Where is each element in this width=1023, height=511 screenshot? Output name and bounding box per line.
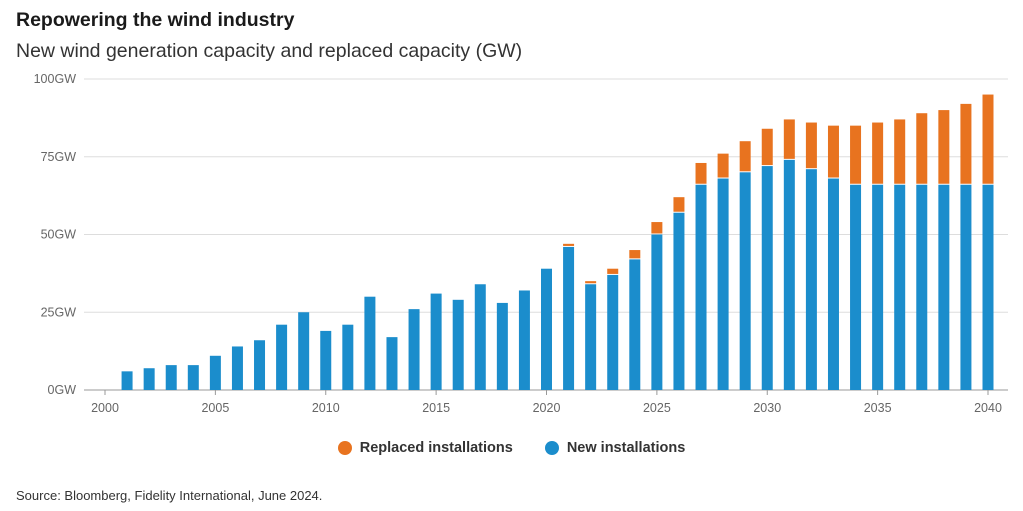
bar-new-installations — [342, 324, 354, 390]
bar-new-installations — [695, 184, 707, 390]
legend-item-new: New installations — [544, 440, 686, 456]
bar-new-installations — [298, 312, 310, 390]
bar-new-installations — [827, 178, 839, 390]
bar-replaced-installations — [938, 110, 950, 184]
x-tick-label: 2005 — [201, 401, 229, 415]
x-tick-label: 2010 — [312, 401, 340, 415]
bar-new-installations — [386, 337, 398, 390]
bar-new-installations — [629, 259, 641, 390]
bar-new-installations — [320, 330, 332, 390]
bar-replaced-installations — [651, 222, 663, 234]
bar-new-installations — [187, 365, 199, 390]
bar-new-installations — [783, 159, 795, 390]
bar-replaced-installations — [695, 162, 707, 184]
bar-replaced-installations — [607, 268, 619, 274]
bar-replaced-installations — [761, 128, 773, 166]
bar-new-installations — [563, 246, 575, 390]
legend-swatch-new — [544, 441, 559, 455]
bar-new-installations — [518, 290, 530, 390]
bar-replaced-installations — [585, 281, 597, 284]
chart-subtitle: New wind generation capacity and replace… — [16, 40, 523, 62]
x-tick-label: 2020 — [533, 401, 561, 415]
x-tick-label: 2030 — [753, 401, 781, 415]
bar-new-installations — [209, 355, 221, 390]
legend-item-replaced: Replaced installations — [337, 440, 513, 456]
source-note: Source: Bloomberg, Fidelity Internationa… — [16, 488, 323, 503]
bar-new-installations — [872, 184, 884, 390]
bar-new-installations — [982, 184, 994, 390]
bar-replaced-installations — [629, 250, 641, 259]
x-tick-label: 2015 — [422, 401, 450, 415]
bar-new-installations — [673, 212, 685, 390]
bar-new-installations — [717, 178, 729, 390]
legend-swatch-replaced — [337, 441, 352, 455]
y-tick-label: 100GW — [34, 72, 77, 86]
bar-new-installations — [651, 234, 663, 390]
bar-new-installations — [452, 299, 464, 390]
bar-new-installations — [364, 296, 376, 390]
bar-replaced-installations — [982, 94, 994, 184]
bar-new-installations — [254, 340, 266, 390]
bar-new-installations — [165, 365, 177, 390]
bar-new-installations — [408, 309, 420, 390]
legend-label-new: New installations — [566, 440, 686, 456]
bar-new-installations — [121, 371, 133, 390]
bar-new-installations — [231, 346, 243, 390]
bar-new-installations — [850, 184, 862, 390]
bar-replaced-installations — [916, 113, 928, 184]
bar-replaced-installations — [960, 103, 972, 184]
y-tick-label: 50GW — [41, 228, 77, 242]
bar-new-installations — [276, 324, 288, 390]
chart-title: Repowering the wind industry — [16, 9, 295, 31]
wind-capacity-chart: 0GW 25GW 50GW 75GW 100GW 2000 2005 2010 2015 2020… — [34, 72, 1008, 415]
bar-replaced-installations — [563, 243, 575, 246]
bar-new-installations — [607, 274, 619, 390]
bar-new-installations — [805, 169, 817, 390]
bar-replaced-installations — [827, 125, 839, 178]
bar-new-installations — [916, 184, 928, 390]
y-tick-label: 0GW — [48, 383, 77, 397]
bar-new-installations — [474, 284, 486, 390]
chart-legend: Replaced installations New installations — [0, 440, 1023, 456]
bar-new-installations — [960, 184, 972, 390]
bar-replaced-installations — [850, 125, 862, 184]
bar-new-installations — [894, 184, 906, 390]
bar-new-installations — [739, 172, 751, 390]
bar-new-installations — [761, 166, 773, 390]
x-tick-label: 2000 — [91, 401, 119, 415]
bar-new-installations — [143, 368, 155, 390]
x-tick-label: 2035 — [864, 401, 892, 415]
bar-replaced-installations — [673, 197, 685, 212]
bar-replaced-installations — [717, 153, 729, 178]
bar-replaced-installations — [783, 119, 795, 159]
x-tick-label: 2040 — [974, 401, 1002, 415]
bar-new-installations — [430, 293, 442, 390]
bar-new-installations — [938, 184, 950, 390]
bar-replaced-installations — [739, 141, 751, 172]
legend-label-replaced: Replaced installations — [359, 440, 513, 456]
bar-new-installations — [496, 302, 508, 390]
bar-replaced-installations — [894, 119, 906, 184]
bar-new-installations — [585, 284, 597, 390]
bar-replaced-installations — [872, 122, 884, 184]
bar-replaced-installations — [805, 122, 817, 169]
bar-new-installations — [541, 268, 552, 390]
y-tick-label: 75GW — [41, 150, 77, 164]
y-tick-label: 25GW — [41, 305, 77, 319]
x-tick-label: 2025 — [643, 401, 671, 415]
